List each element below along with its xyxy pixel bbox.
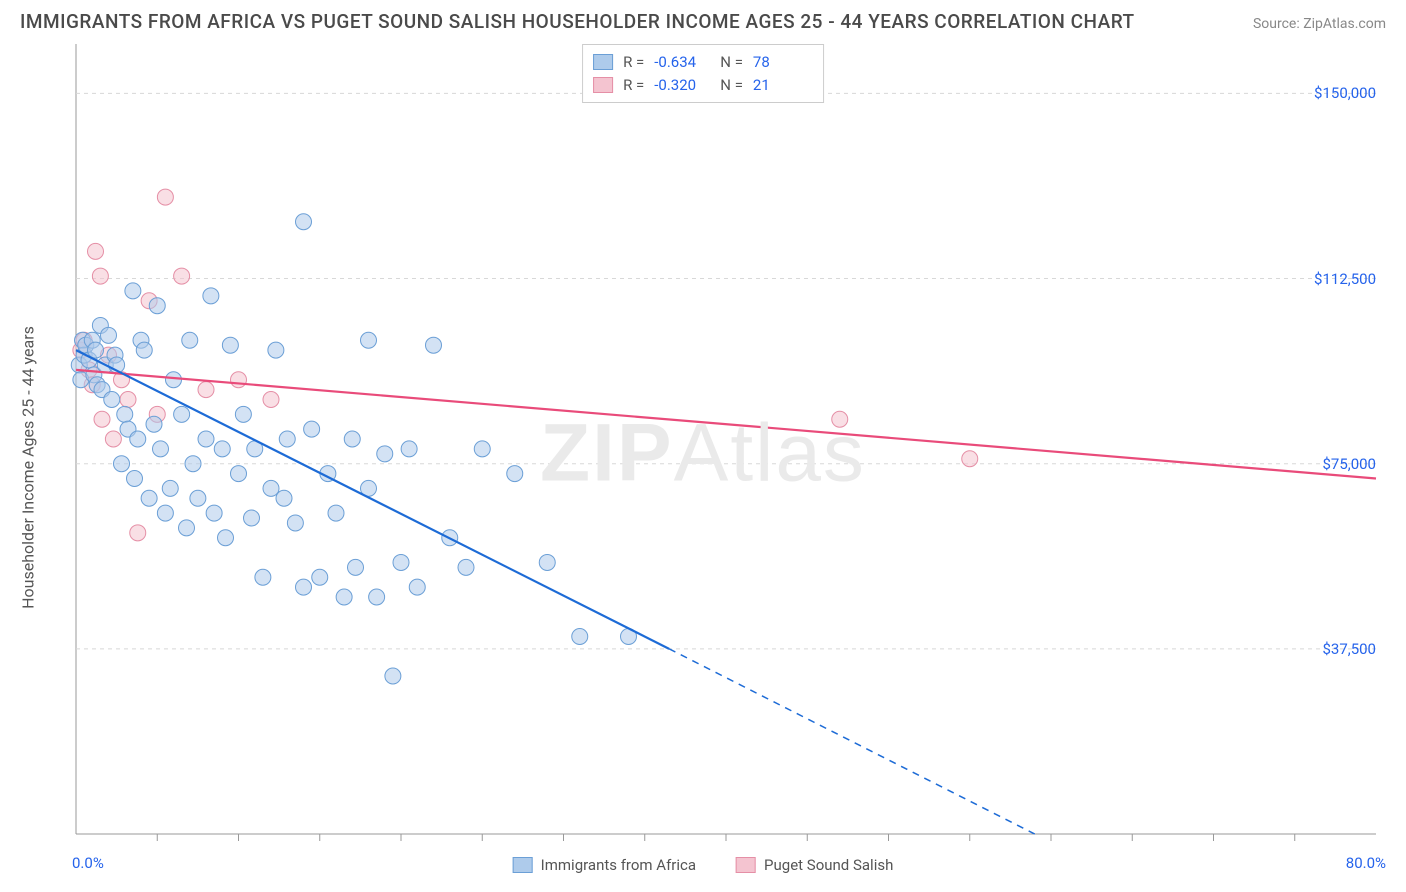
x-axis-min-label: 0.0% — [72, 854, 104, 872]
legend-item-1: Immigrants from Africa — [513, 856, 696, 874]
y-tick-label: $112,500 — [1314, 270, 1376, 288]
y-tick-label: $75,000 — [1322, 455, 1376, 473]
scatter-plot — [20, 44, 1386, 864]
y-axis-label: Householder Income Ages 25 - 44 years — [19, 326, 38, 609]
n-value-2: 21 — [753, 74, 809, 97]
legend-label-1: Immigrants from Africa — [541, 856, 696, 874]
r-value-1: -0.634 — [654, 51, 710, 74]
chart-title: IMMIGRANTS FROM AFRICA VS PUGET SOUND SA… — [20, 10, 1135, 33]
correlation-row-2: R = -0.320 N = 21 — [593, 74, 809, 97]
r-label: R = — [623, 51, 644, 74]
chart-header: IMMIGRANTS FROM AFRICA VS PUGET SOUND SA… — [0, 0, 1406, 41]
correlation-row-1: R = -0.634 N = 78 — [593, 51, 809, 74]
r-label: R = — [623, 74, 644, 97]
correlation-legend: R = -0.634 N = 78 R = -0.320 N = 21 — [582, 44, 824, 103]
y-tick-label: $37,500 — [1322, 640, 1376, 658]
x-axis-max-label: 80.0% — [1346, 854, 1386, 872]
y-tick-label: $150,000 — [1314, 84, 1376, 102]
chart-area: Householder Income Ages 25 - 44 years ZI… — [20, 44, 1386, 872]
swatch-series1-b — [513, 857, 533, 873]
swatch-series2-b — [736, 857, 756, 873]
legend-label-2: Puget Sound Salish — [764, 856, 893, 874]
n-label: N = — [720, 51, 743, 74]
chart-source: Source: ZipAtlas.com — [1253, 16, 1386, 32]
swatch-series2 — [593, 77, 613, 93]
n-value-1: 78 — [753, 51, 809, 74]
swatch-series1 — [593, 54, 613, 70]
series-legend: Immigrants from Africa Puget Sound Salis… — [513, 856, 894, 874]
n-label: N = — [720, 74, 743, 97]
r-value-2: -0.320 — [654, 74, 710, 97]
legend-item-2: Puget Sound Salish — [736, 856, 893, 874]
